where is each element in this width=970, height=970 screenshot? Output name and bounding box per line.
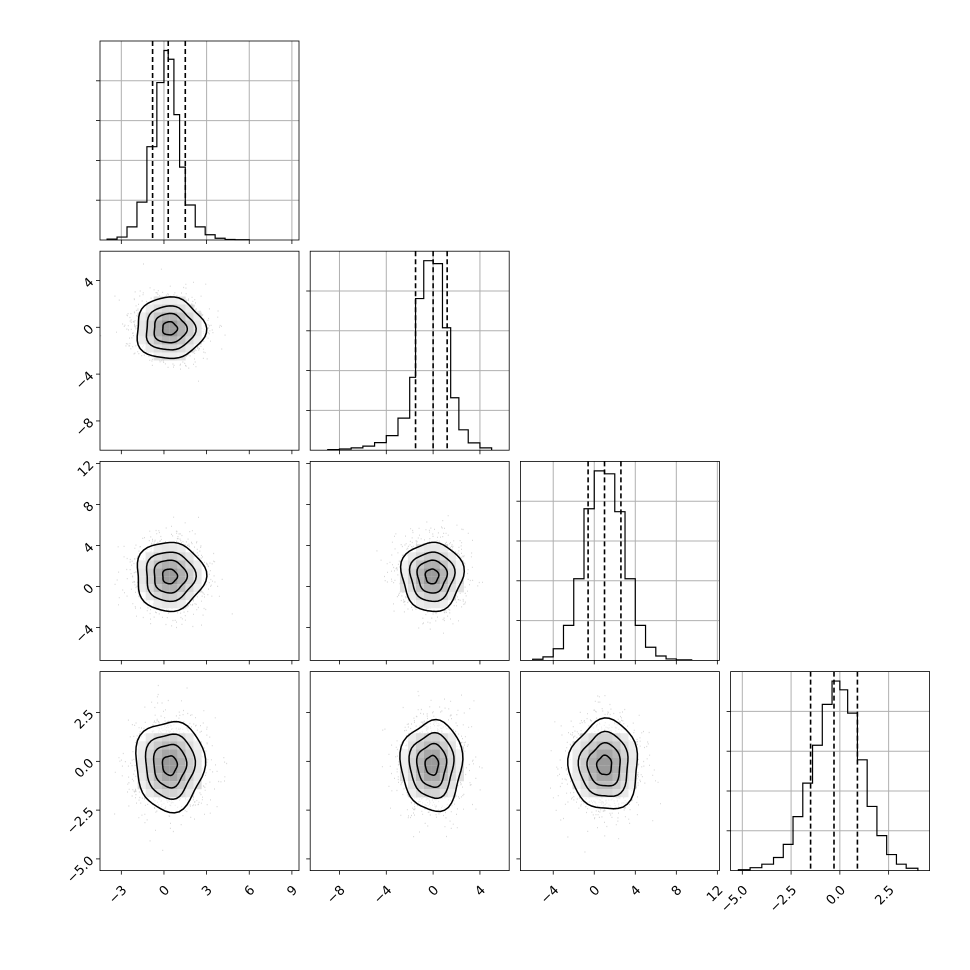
panel-frame	[520, 460, 720, 661]
histogram-panel-4	[726, 671, 930, 875]
contour-line	[144, 733, 197, 801]
scatter-panel-3-2	[306, 460, 510, 665]
panel-content	[550, 695, 661, 853]
panel-frame	[99, 671, 300, 871]
histogram-step	[737, 680, 919, 871]
contour-line	[415, 742, 448, 789]
contour-line	[161, 568, 179, 585]
histogram-panel-2	[306, 250, 510, 455]
y-tick-label: 0	[81, 581, 97, 597]
y-tick-label: −5.0	[64, 854, 97, 887]
panel-content	[381, 690, 483, 838]
contour-line	[136, 296, 208, 360]
y-tick-label: −4	[73, 622, 97, 646]
scatter-panel-4-1	[96, 671, 300, 875]
x-tick-label: −8	[324, 883, 348, 907]
contour-line	[145, 305, 197, 351]
y-tick-label: 12	[75, 458, 97, 480]
scatter-panel-3-1	[96, 460, 300, 665]
x-tick-label: 2.5	[872, 883, 897, 908]
x-tick-label: 0	[426, 883, 442, 899]
x-tick-label: −4	[371, 883, 395, 907]
contour-line	[416, 559, 449, 594]
panel-content	[376, 515, 483, 634]
x-tick-label: −5.0	[718, 883, 751, 916]
x-tick-label: 3	[199, 883, 215, 899]
y-tick-label: −8	[73, 416, 97, 440]
scatter-panel-2-1	[96, 250, 300, 455]
contour-line	[586, 741, 621, 787]
panel-frame	[99, 460, 300, 661]
scatter-panel-4-2	[306, 671, 510, 875]
panel-frame	[309, 250, 510, 451]
x-tick-label: 4	[628, 883, 644, 899]
y-tick-label: 0.0	[72, 756, 97, 781]
contour-line	[153, 559, 189, 594]
contour-line	[408, 551, 456, 603]
contour-line	[577, 730, 629, 798]
x-tick-label: 0	[587, 883, 603, 899]
histogram-panel-3	[516, 460, 720, 665]
contour-line	[424, 754, 440, 776]
x-tick-label: 4	[473, 883, 489, 899]
x-tick-label: −4	[538, 883, 562, 907]
y-tick-label: 4	[81, 540, 97, 556]
contour-line	[161, 320, 179, 336]
contour-line	[145, 551, 198, 603]
contour-line	[424, 568, 440, 585]
contour-line	[161, 755, 179, 777]
density-cell	[399, 584, 408, 593]
contour-line	[153, 312, 189, 344]
contour-line	[595, 754, 613, 776]
histogram-panel-1	[96, 40, 300, 244]
x-tick-label: −2.5	[767, 883, 800, 916]
scatter-panel-4-3	[516, 671, 720, 875]
contour-line	[136, 541, 208, 613]
contour-line	[152, 743, 188, 789]
x-tick-label: 0	[157, 883, 173, 899]
histogram-step	[327, 260, 493, 451]
panel-content	[114, 684, 228, 851]
histogram-step	[106, 49, 250, 241]
panel-frame	[309, 671, 510, 871]
y-tick-label: −4	[73, 369, 97, 393]
panel-frame	[99, 40, 300, 241]
x-tick-label: −3	[106, 883, 130, 907]
histogram-step	[532, 470, 693, 661]
y-tick-label: 4	[81, 275, 97, 291]
y-tick-label: 0	[81, 322, 97, 338]
density-cell	[455, 584, 464, 593]
x-tick-label: 6	[242, 883, 258, 899]
panel-frame	[730, 671, 930, 871]
panel-content	[114, 516, 233, 629]
x-tick-label: 8	[669, 883, 685, 899]
y-tick-label: −2.5	[64, 805, 97, 838]
contour-line	[408, 731, 455, 800]
y-tick-label: 8	[81, 499, 97, 515]
x-tick-label: 9	[284, 883, 300, 899]
density-cell	[455, 773, 464, 782]
panel-frame	[309, 460, 510, 661]
panel-frame	[99, 250, 300, 451]
panel-frame	[520, 671, 720, 871]
x-tick-label: 0.0	[824, 883, 849, 908]
panel-content	[100, 263, 226, 382]
y-tick-label: 2.5	[72, 707, 97, 732]
